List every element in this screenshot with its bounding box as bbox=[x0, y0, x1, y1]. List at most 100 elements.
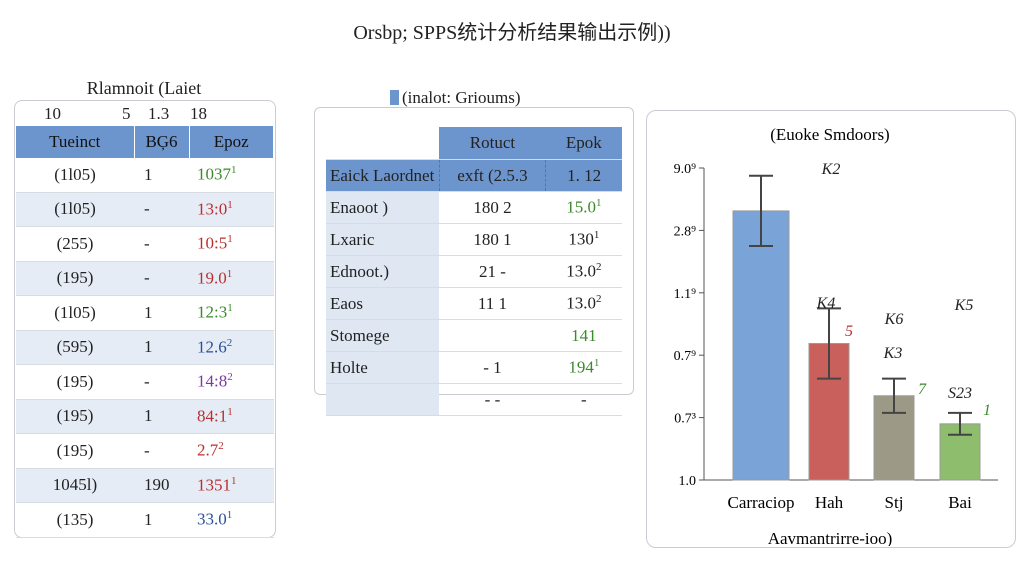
cell-value: 180 2 bbox=[473, 197, 512, 217]
table-cell: Eaick Laordnet bbox=[326, 159, 440, 192]
subheader-cell: 18 bbox=[190, 104, 207, 123]
table-cell: (1l05) bbox=[16, 295, 134, 331]
x-axis-label: Aavmantrirre-ioo) bbox=[768, 529, 893, 546]
table-cell: (195) bbox=[16, 364, 134, 400]
table-cell: 21 - bbox=[439, 255, 546, 288]
y-tick-label: 1.1⁹ bbox=[674, 287, 697, 302]
table-row: - -- bbox=[326, 383, 622, 416]
table-cell: - bbox=[134, 226, 189, 262]
data-label: S23 bbox=[948, 385, 972, 402]
table-cell: - bbox=[545, 383, 622, 416]
cell-value: 12.6 bbox=[197, 337, 227, 357]
data-label: 5 bbox=[845, 323, 853, 340]
table-cell: (255) bbox=[16, 226, 134, 262]
cell-value: - bbox=[144, 268, 150, 288]
cell-value: 84:1 bbox=[197, 406, 228, 426]
superscript: 2 bbox=[227, 371, 233, 384]
table-cell: exft (2.5.3 bbox=[438, 159, 547, 192]
cell-value: 190 bbox=[144, 475, 170, 495]
table-cell: 1 bbox=[134, 502, 189, 538]
table-cell: 180 1 bbox=[439, 223, 546, 256]
table-cell: (135) bbox=[16, 502, 134, 538]
data-label: K5 bbox=[954, 297, 974, 314]
page-title: Orsbp; SPPS统计分析结果输出示例)) bbox=[353, 22, 671, 44]
table-row: Eaick Laordnet exft (2.5.3 1. 12 bbox=[326, 159, 622, 192]
cell-value: 1045l) bbox=[52, 475, 98, 495]
group-table: Rotuct Epok Eaick Laordnet exft (2.5.3 1. … bbox=[326, 127, 622, 416]
table-cell: (595) bbox=[16, 330, 134, 365]
table-cell: (1l05) bbox=[16, 158, 134, 193]
bar-chart: Counliher (ir Bxloued)(Euoke Smdoors)1.0… bbox=[674, 125, 998, 546]
cell-value: 21 - bbox=[479, 261, 506, 281]
table-cell: 1941 bbox=[545, 351, 622, 384]
superscript: 2 bbox=[596, 261, 602, 274]
table-cell: 1 bbox=[134, 158, 189, 193]
data-label: 1 bbox=[983, 402, 991, 419]
cell-value: (1l05) bbox=[54, 302, 96, 322]
cell-value: 1 bbox=[144, 337, 153, 357]
cell-value: 15.0 bbox=[566, 197, 596, 217]
table-cell: 33.01 bbox=[189, 502, 274, 538]
table-cell: 10:51 bbox=[189, 226, 274, 262]
table-cell: 15.01 bbox=[545, 191, 622, 224]
y-tick-label: 0.7⁹ bbox=[674, 349, 697, 364]
x-tick-label: Carraciop bbox=[727, 493, 794, 512]
header-blank bbox=[326, 127, 440, 160]
cell-value: (135) bbox=[56, 509, 94, 529]
column-header: Epok bbox=[545, 127, 622, 160]
table-cell: 1045l) bbox=[16, 468, 134, 503]
table2-title: (inalot: Grioums) bbox=[390, 88, 521, 108]
bar bbox=[732, 210, 790, 481]
table-row: Ednoot.) 21 - 13.02 bbox=[326, 255, 622, 288]
cell-value: 13.0 bbox=[566, 261, 596, 281]
cell-value: - bbox=[144, 440, 150, 460]
table-cell: - - bbox=[439, 383, 546, 416]
cell-value: - bbox=[144, 199, 150, 219]
table-cell: (195) bbox=[16, 261, 134, 296]
data-label: K3 bbox=[883, 345, 903, 362]
table-row: (195) - 14:82 bbox=[16, 364, 274, 400]
cell-value: 1 bbox=[144, 406, 153, 426]
cell-value: 141 bbox=[571, 325, 597, 345]
table-cell bbox=[439, 319, 546, 352]
table-cell: Holte bbox=[326, 351, 440, 384]
cell-value: - bbox=[581, 389, 587, 409]
table-cell: 141 bbox=[545, 319, 622, 352]
cell-value: - - bbox=[484, 389, 501, 409]
column-header: BĢ6 bbox=[134, 126, 190, 158]
cell-value: (255) bbox=[56, 233, 94, 253]
superscript: 1 bbox=[227, 302, 233, 315]
superscript: 2 bbox=[218, 440, 224, 453]
cell-value: (195) bbox=[56, 406, 94, 426]
table-cell bbox=[326, 383, 440, 416]
subheader-cell: 5 bbox=[122, 104, 131, 123]
table-row: (1l05) - 13:01 bbox=[16, 192, 274, 227]
table-row: Enaoot ) 180 2 15.01 bbox=[326, 191, 622, 224]
table-cell: - bbox=[134, 261, 189, 296]
table-row: Lxaric 180 1 1301 bbox=[326, 223, 622, 256]
cell-value: 1351 bbox=[197, 475, 231, 495]
table-row: (135) 1 33.01 bbox=[16, 502, 274, 538]
y-tick-label: 9.0⁹ bbox=[674, 162, 697, 177]
table-cell: 14:82 bbox=[189, 364, 274, 400]
superscript: 1 bbox=[227, 405, 233, 418]
cell-value: (1l05) bbox=[54, 199, 96, 219]
table-cell: 19.01 bbox=[189, 261, 274, 296]
table-row: Holte - 1 1941 bbox=[326, 351, 622, 384]
table1-title: Rlamnoit (Laiet bbox=[86, 78, 202, 98]
cell-value: (195) bbox=[56, 371, 94, 391]
table-cell: - bbox=[134, 433, 189, 469]
subheader-cell: 1.3 bbox=[148, 104, 170, 123]
cell-value: Holte bbox=[330, 357, 368, 377]
results-table: Tueinct BĢ6 Epoz (1l05) 1 10371 (1l05) -13:0… bbox=[16, 126, 274, 538]
table-cell: - 1 bbox=[439, 351, 546, 384]
table-cell: 13.02 bbox=[545, 287, 622, 320]
table-cell: 11 1 bbox=[439, 287, 546, 320]
table-cell: 13:01 bbox=[189, 192, 274, 227]
cell-value: 180 1 bbox=[473, 229, 512, 249]
y-tick-label: 1.0 bbox=[679, 474, 697, 489]
table-cell: Stomege bbox=[326, 319, 440, 352]
cell-value: Enaoot ) bbox=[330, 197, 389, 217]
superscript: 2 bbox=[596, 293, 602, 306]
cell-value: (595) bbox=[56, 337, 94, 357]
